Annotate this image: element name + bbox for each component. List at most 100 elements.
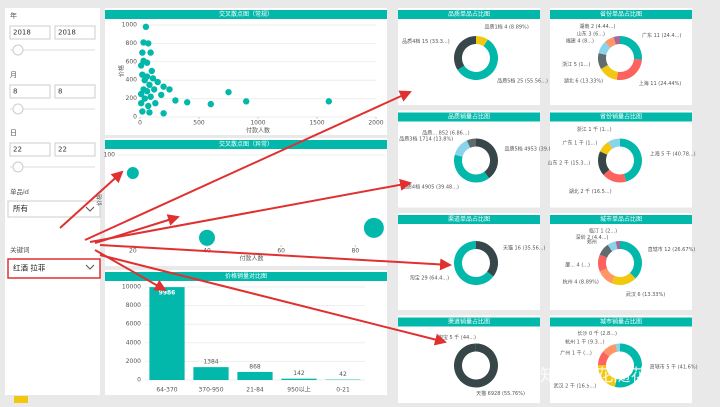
panel-title: 交叉散点图（异常） xyxy=(219,140,273,148)
slice-label: 山东 2 千 (15.3...) xyxy=(548,159,591,166)
panel xyxy=(398,8,540,105)
panel xyxy=(398,111,540,208)
x-tick-label: 20 xyxy=(129,248,137,255)
slice-label: 杭州 1 千 (9.3...) xyxy=(565,338,605,345)
slice-label: 湖北 6 (13.33%) xyxy=(564,77,603,84)
slice-label: 浙江 5 (1...) xyxy=(562,61,590,68)
filter-label: 月 xyxy=(10,71,17,79)
y-tick-label: 4000 xyxy=(126,339,141,346)
slice-label: 广州 1 千 (...) xyxy=(560,350,592,357)
y-tick-label: 0 xyxy=(137,377,141,384)
y-tick-label: 10000 xyxy=(122,284,141,291)
panel-title: 品质单品占比图 xyxy=(448,10,490,18)
slice-label: 天猫 6928 (55.76%) xyxy=(476,390,525,397)
slider-handle[interactable] xyxy=(13,104,23,114)
data-label: 42 xyxy=(339,371,347,378)
x-tick-label: 64-370 xyxy=(156,387,177,394)
data-point xyxy=(199,230,215,246)
data-point xyxy=(158,92,164,98)
x-tick-label: 21-84 xyxy=(246,387,264,394)
data-point xyxy=(146,109,152,115)
x-tick-label: 370-950 xyxy=(198,387,223,394)
y-tick-label: 800 xyxy=(126,40,138,47)
x-tick-label: 2000 xyxy=(368,120,383,127)
dropdown-value: 所有 xyxy=(13,203,28,213)
data-point xyxy=(160,83,166,89)
date-value: 2018 xyxy=(13,29,31,37)
slice-label: 厦... 4 (...) xyxy=(565,263,590,269)
date-value: 22 xyxy=(13,146,22,154)
x-tick-label: 0 xyxy=(138,120,142,127)
slider-handle[interactable] xyxy=(13,162,23,172)
data-label: 1384 xyxy=(203,359,218,366)
y-axis-label: 价格 xyxy=(118,65,126,77)
panel-title: 价格销量对比图 xyxy=(225,272,267,280)
dropdown-label: 单品id xyxy=(10,187,29,196)
x-tick-label: 1500 xyxy=(309,120,324,127)
panel-title: 品质销量占比图 xyxy=(448,113,490,121)
filter-label: 年 xyxy=(10,11,17,20)
data-label: 9986 xyxy=(159,290,176,297)
slice-label: 山东 3 (6...) xyxy=(577,31,605,38)
panel-title: 渠道单品占比图 xyxy=(448,215,490,223)
data-point xyxy=(147,49,153,55)
data-point xyxy=(145,40,151,46)
slice-label: 湖北 2 千 (16.5...) xyxy=(569,188,612,195)
y-tick-label: 400 xyxy=(126,77,138,84)
y-tick-label: 100 xyxy=(104,152,116,159)
data-point xyxy=(144,60,150,66)
panel xyxy=(550,213,692,310)
slice-label: 湖南 2 (4.44...) xyxy=(579,23,615,30)
data-label: 868 xyxy=(249,363,261,370)
slice-label: 广东 1 千 (1...) xyxy=(563,139,598,146)
slice-label: 品质4档 15 (33.3...) xyxy=(402,38,450,45)
y-tick-label: 0 xyxy=(133,114,137,121)
data-point xyxy=(146,82,152,88)
bar xyxy=(237,372,272,380)
x-axis-label: 付款人数 xyxy=(246,127,270,135)
slice-label: 淘宝 29 (64.4...) xyxy=(410,275,449,282)
slice-label: 临汀 1 (2...) xyxy=(589,228,617,235)
y-tick-label: 200 xyxy=(126,95,138,102)
slider-handle[interactable] xyxy=(13,45,23,55)
slice-label: 品质4档 4905 (39.48...) xyxy=(402,184,459,191)
slice-label: 上海 11 (24.44%) xyxy=(639,80,682,87)
x-tick-label: 60 xyxy=(277,248,285,255)
data-point xyxy=(149,68,155,74)
data-point xyxy=(225,89,231,95)
slice-label: 品质5档 25 (55.56...) xyxy=(497,78,548,85)
slice-label: 上海 5 千 (40.78...) xyxy=(650,151,696,158)
data-point xyxy=(364,218,384,238)
panel-title: 省份销量占比图 xyxy=(600,113,642,121)
y-tick-label: 600 xyxy=(126,58,138,65)
page-tab[interactable] xyxy=(14,396,28,403)
data-point xyxy=(184,99,190,105)
slice-label: 直辖市 12 (26.67%) xyxy=(648,246,696,253)
x-tick-label: 950以上 xyxy=(287,386,310,394)
data-point xyxy=(147,94,153,100)
slice-label: 广东 11 (24.4...) xyxy=(642,32,681,39)
panel-title: 渠道销量占比图 xyxy=(448,318,490,326)
data-label: 142 xyxy=(293,370,305,377)
data-point xyxy=(326,98,332,104)
data-point xyxy=(155,79,161,85)
x-tick-label: 1000 xyxy=(250,120,265,127)
slice-label: 长沙 0 千 (2.8...) xyxy=(577,330,617,337)
data-point xyxy=(166,86,172,92)
date-value: 8 xyxy=(58,88,62,96)
slice-label: 天猫 16 (35.56...) xyxy=(503,244,546,251)
panel-title: 省份单品占比图 xyxy=(600,10,642,18)
panel xyxy=(398,316,540,404)
panel-title: 交叉散点图（常规） xyxy=(219,10,273,18)
data-point xyxy=(152,100,158,106)
data-point xyxy=(160,110,166,116)
slice-label: 武汉 6 (13.33%) xyxy=(626,291,665,298)
slice-label: 品质... 852 (6.86...) xyxy=(422,130,469,137)
x-axis-label: 付款人数 xyxy=(239,255,263,263)
data-point xyxy=(172,97,178,103)
slice-label: 品质1档 4 (8.89%) xyxy=(484,24,528,31)
data-point xyxy=(142,77,148,83)
filter-label: 日 xyxy=(10,129,17,137)
data-point xyxy=(139,108,145,114)
